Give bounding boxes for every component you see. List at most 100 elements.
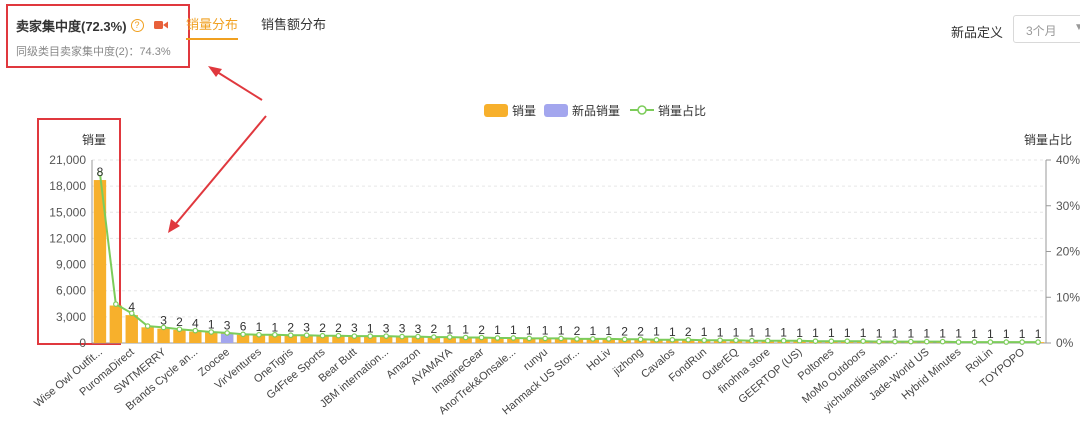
chevron-down-icon: ▼ — [1074, 22, 1080, 33]
bar-sales — [173, 329, 186, 343]
arrow-head-yaxis — [168, 219, 180, 233]
legend-swatch-new-sales — [544, 104, 568, 117]
share-point — [431, 334, 437, 340]
share-point — [590, 336, 596, 342]
y-tick-left: 18,000 — [49, 179, 86, 193]
bar-sales — [316, 335, 329, 343]
tab-sales-distribution[interactable]: 销售额分布 — [261, 17, 327, 32]
share-line — [97, 170, 1041, 345]
bar-data-label: 3 — [224, 318, 231, 332]
legend-marker-share — [637, 105, 647, 115]
bar-sales — [300, 335, 313, 343]
share-point — [876, 338, 882, 345]
bar-sales — [284, 335, 297, 343]
y-tick-left: 12,000 — [49, 231, 86, 245]
share-point — [558, 335, 564, 342]
bar-data-label: 1 — [510, 323, 517, 337]
bar-data-label: 1 — [939, 327, 946, 341]
bar-data-label: 2 — [478, 323, 485, 337]
bar-sales — [395, 336, 409, 343]
bar-data-label: 1 — [923, 327, 930, 341]
bar-data-label: 1 — [1019, 327, 1026, 341]
bar-data-label: 1 — [717, 325, 724, 339]
bar-data-label: 2 — [287, 321, 294, 335]
share-point — [542, 335, 548, 342]
bar-data-label: 1 — [653, 325, 660, 339]
bar-sales — [252, 335, 266, 343]
y-tick-right: 0% — [1056, 336, 1074, 350]
share-point — [224, 330, 230, 336]
y-tick-left: 0 — [79, 336, 86, 350]
tab-volume-distribution[interactable]: 销量分布 — [186, 14, 239, 40]
bar-data-label: 1 — [701, 325, 708, 339]
bar-data-label: 1 — [971, 327, 978, 341]
share-point — [637, 336, 644, 343]
bar-data-label: 1 — [1003, 327, 1010, 341]
bar-sales — [205, 332, 218, 343]
bar-sales — [268, 335, 282, 343]
share-point — [510, 335, 517, 341]
share-point — [987, 339, 994, 345]
legend-label-sales: 销量 — [512, 104, 536, 118]
share-point — [192, 327, 199, 334]
annotation-box-yaxis — [37, 118, 121, 345]
bar-data-label: 8 — [97, 165, 104, 179]
bar-data-label: 1 — [590, 324, 597, 338]
bar-data-label: 1 — [955, 327, 962, 341]
bar-data-label: 3 — [415, 322, 422, 336]
share-point — [780, 337, 787, 344]
concentration-text: 卖家集中度(72.3%) — [16, 19, 127, 34]
help-icon[interactable]: ? — [130, 19, 144, 32]
share-point — [97, 170, 103, 177]
bar-sales — [236, 334, 250, 343]
bar-data-label: 1 — [892, 326, 899, 340]
share-point — [574, 336, 580, 342]
x-tick-label: HoLiv — [584, 346, 614, 374]
bar-data-label: 1 — [605, 324, 612, 338]
bar-sales — [475, 337, 488, 343]
bar-data-label: 6 — [240, 320, 247, 334]
share-point — [113, 301, 119, 307]
share-point — [955, 339, 962, 345]
share-point — [971, 339, 978, 345]
bar-data-label: 1 — [908, 326, 915, 340]
share-point — [256, 331, 262, 338]
share-point — [319, 332, 326, 339]
grid-lines — [92, 159, 1046, 318]
period-select[interactable]: 3个月 ▼ — [1013, 15, 1080, 43]
share-point — [415, 333, 421, 340]
bar-sales — [332, 336, 345, 343]
bar-data-label: 3 — [351, 321, 358, 335]
bar-data-label: 1 — [876, 326, 883, 340]
bar-data-label: 2 — [637, 325, 644, 339]
share-point — [526, 335, 533, 342]
bar-data-label: 1 — [987, 327, 994, 341]
y-tick-left: 6,000 — [56, 284, 86, 298]
share-point — [176, 326, 183, 333]
bar-data-label: 1 — [1035, 327, 1042, 341]
bar-sales — [379, 336, 393, 343]
video-icon[interactable] — [153, 18, 168, 33]
bar-data-label: 1 — [526, 323, 533, 337]
share-point — [303, 332, 310, 339]
bar-data-label: 1 — [764, 326, 771, 340]
bar-data-label: 1 — [256, 320, 263, 334]
share-point — [605, 336, 612, 342]
bar-data-label: 1 — [446, 322, 453, 336]
annotation-arrows — [168, 66, 267, 233]
data-labels: 843 2 4 1 3 6 1 1 2 3 2 2 3 1 3 3 3 2 1 1 2 1 1 1 1 1 2 1 1 2 2 1 1 2 1 1 1 1… — [97, 165, 1042, 341]
share-point — [812, 338, 819, 344]
share-point — [939, 338, 946, 345]
bar-data-label: 1 — [733, 325, 740, 339]
share-point — [749, 337, 755, 344]
bar-data-label: 3 — [303, 321, 310, 335]
share-point — [399, 333, 405, 340]
arrow-to-concentration — [213, 69, 263, 101]
bar-data-label: 2 — [176, 315, 183, 329]
share-point — [844, 338, 851, 344]
y-axis-label-right: 销量占比 — [1024, 132, 1072, 147]
share-point — [653, 336, 660, 343]
share-point — [1035, 339, 1041, 345]
period-value: 3个月 — [1026, 24, 1057, 38]
